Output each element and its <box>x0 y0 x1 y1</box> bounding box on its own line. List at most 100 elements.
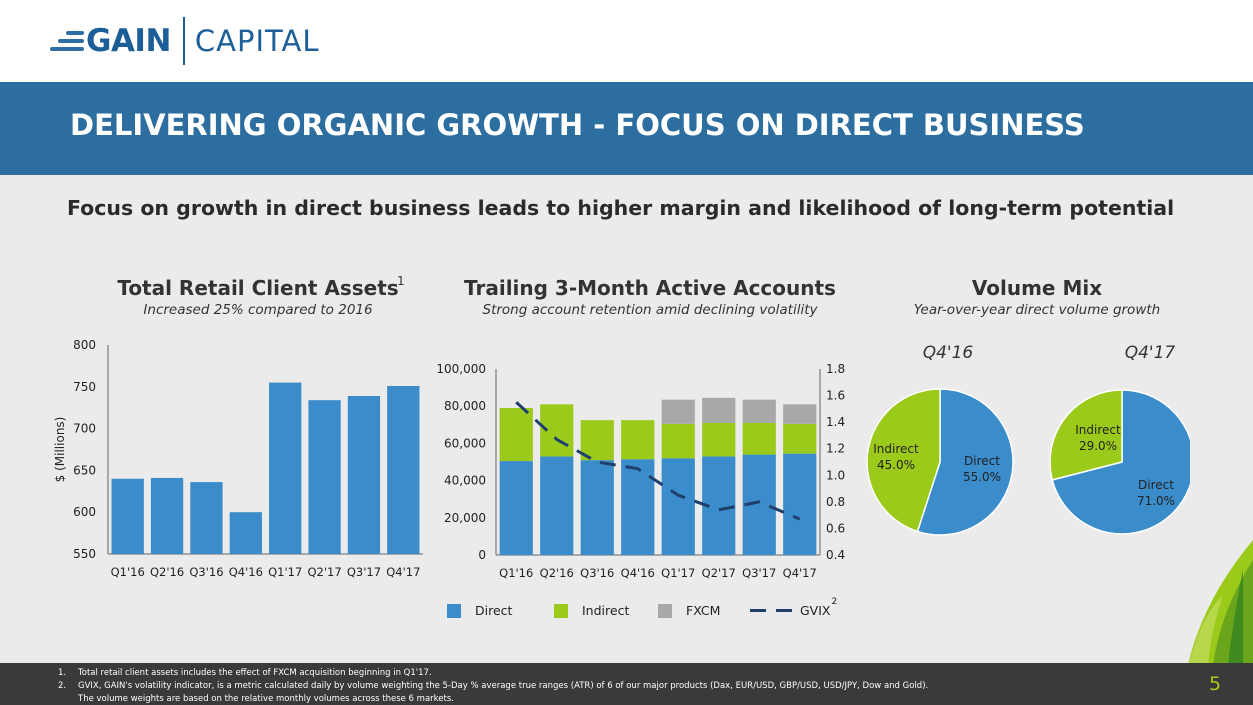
gain-capital-logo: GAIN CAPITAL <box>50 16 320 66</box>
legend-gvix-label: GVIX <box>800 603 831 618</box>
pie-q417-slice-indirect <box>1049 389 1123 481</box>
assets-bar <box>269 382 302 554</box>
accounts-y2-tick-label: 1.0 <box>826 468 845 482</box>
legend-direct-label: Direct <box>475 603 513 618</box>
accounts-y-tick-label: 100,000 <box>436 362 486 376</box>
accounts-bar-indirect <box>742 422 776 455</box>
footnote-1-text: Total retail client assets includes the … <box>78 668 432 678</box>
volume-mix-pies: Q4'16 Direct 55.0% Indirect 45.0% Q4'17 Direct… <box>866 343 1190 536</box>
gvix-line <box>515 401 801 521</box>
assets-title: Total Retail Client Assets <box>117 276 399 300</box>
footer: 1. Total retail client assets includes t… <box>0 663 1253 705</box>
mix-subtitle: Year-over-year direct volume growth <box>913 302 1161 318</box>
accounts-bar-indirect <box>661 423 695 459</box>
legend-fxcm-label: FXCM <box>686 603 721 618</box>
pie-q416-slice-indirect <box>866 388 941 533</box>
accounts-bar-fxcm <box>661 399 695 424</box>
accounts-y-tick-label: 80,000 <box>444 399 486 413</box>
accounts-bar-direct <box>580 460 614 555</box>
mix-title: Volume Mix <box>971 276 1103 300</box>
assets-bar <box>111 478 144 554</box>
accounts-y-tick-label: 60,000 <box>444 436 486 450</box>
accounts-bar-direct <box>540 456 574 555</box>
assets-x-tick-label: Q2'16 <box>150 565 184 579</box>
accounts-bar-indirect <box>702 422 736 457</box>
pie-q417-value-indirect: 29.0% <box>1079 439 1117 453</box>
assets-x-tick-label: Q2'17 <box>307 565 341 579</box>
footnote-1-num: 1. <box>58 668 67 678</box>
accounts-x-tick-label: Q2'17 <box>702 566 736 580</box>
accounts-x-tick-label: Q4'16 <box>621 566 655 580</box>
accounts-bar-fxcm <box>783 404 817 424</box>
accounts-y2-tick-label: 1.4 <box>826 415 845 429</box>
logo-divider <box>182 17 185 65</box>
assets-bar-chart: 550 600 650 700 750 800 Q1'16 Q2'16 Q3'16 Q4'16 Q1… <box>53 338 423 579</box>
accounts-y2-tick-label: 0.4 <box>826 548 845 562</box>
assets-bar <box>150 477 184 554</box>
logo-stripes-icon <box>50 29 84 53</box>
assets-y-tick-label: 550 <box>73 547 96 561</box>
assets-bar <box>347 395 381 554</box>
top-bar: GAIN CAPITAL <box>0 0 1253 82</box>
accounts-title: Trailing 3-Month Active Accounts <box>464 276 836 300</box>
slide-subtitle: Focus on growth in direct business leads… <box>67 196 1175 220</box>
legend-fxcm-swatch <box>658 603 672 618</box>
pie-q417-slice-direct <box>1051 389 1190 535</box>
legend-gvix-dash <box>750 609 792 612</box>
accounts-y2-tick-label: 1.2 <box>826 442 845 456</box>
assets-y-tick-label: 650 <box>73 463 96 477</box>
legend-fxcm: FXCM <box>658 603 720 618</box>
decorative-green-shapes <box>1188 540 1253 665</box>
pie-q416-slice-direct <box>916 388 1014 536</box>
accounts-stacked-chart: 0 20,000 40,000 60,000 80,000 100,000 0.4 0.6 0.… <box>436 362 845 580</box>
page-title: DELIVERING ORGANIC GROWTH - FOCUS ON DIR… <box>70 108 1085 142</box>
assets-bar <box>229 512 262 554</box>
accounts-bar-indirect <box>580 420 614 461</box>
assets-x-tick-label: Q3'17 <box>347 565 381 579</box>
page-number: 5 <box>1177 663 1253 705</box>
assets-y-axis-label: $ (Millions) <box>53 417 67 483</box>
assets-bar <box>308 400 341 554</box>
accounts-y2-tick-label: 1.6 <box>826 389 845 403</box>
assets-footnote-ref: 1 <box>397 274 405 288</box>
pie-q416-label-direct: Direct <box>964 454 1000 468</box>
footnote-2-text: GVIX, GAIN's volatility indicator, is a … <box>78 681 929 691</box>
assets-y-tick-label: 800 <box>73 338 96 352</box>
pie-q416-title: Q4'16 <box>923 343 974 363</box>
accounts-bar-fxcm <box>742 399 776 423</box>
accounts-y-tick-label: 40,000 <box>444 474 486 488</box>
accounts-bar-indirect <box>621 420 655 460</box>
legend-indirect: Indirect <box>554 603 629 618</box>
assets-y-tick-label: 700 <box>73 422 96 436</box>
title-banner: DELIVERING ORGANIC GROWTH - FOCUS ON DIR… <box>0 82 1253 175</box>
accounts-y2-tick-label: 0.8 <box>826 495 845 509</box>
footnote-2-num: 2. <box>58 681 67 691</box>
accounts-y2-tick-label: 0.6 <box>826 521 845 535</box>
accounts-bar-direct <box>499 461 533 555</box>
accounts-bar-direct <box>621 459 655 555</box>
assets-subtitle: Increased 25% compared to 2016 <box>143 302 373 318</box>
assets-x-tick-label: Q4'16 <box>229 565 263 579</box>
footnote-2-cont: The volume weights are based on the rela… <box>78 694 454 704</box>
legend-direct: Direct <box>447 603 512 618</box>
logo-capital-text: CAPITAL <box>194 24 320 58</box>
pie-q417-label-indirect: Indirect <box>1075 423 1121 437</box>
accounts-y2-tick-label: 1.8 <box>826 362 845 376</box>
accounts-x-tick-label: Q2'16 <box>540 566 574 580</box>
accounts-bar-indirect <box>499 408 533 462</box>
accounts-x-tick-label: Q3'17 <box>742 566 776 580</box>
legend-direct-swatch <box>447 603 461 618</box>
pie-q417-value-direct: 71.0% <box>1137 494 1175 508</box>
assets-y-tick-label: 750 <box>73 380 96 394</box>
assets-x-tick-label: Q1'16 <box>111 565 145 579</box>
pie-q416-value-direct: 55.0% <box>963 470 1001 484</box>
accounts-x-tick-label: Q3'16 <box>580 566 614 580</box>
legend-gvix-footnote-ref: 2 <box>831 596 838 607</box>
accounts-x-tick-label: Q1'16 <box>499 566 533 580</box>
assets-x-tick-label: Q1'17 <box>268 565 302 579</box>
pie-q416-label-indirect: Indirect <box>873 442 919 456</box>
accounts-bar-direct <box>661 458 695 555</box>
pie-q416-value-indirect: 45.0% <box>877 458 915 472</box>
pie-q417-title: Q4'17 <box>1125 343 1176 363</box>
logo-gain-text: GAIN <box>86 23 171 59</box>
